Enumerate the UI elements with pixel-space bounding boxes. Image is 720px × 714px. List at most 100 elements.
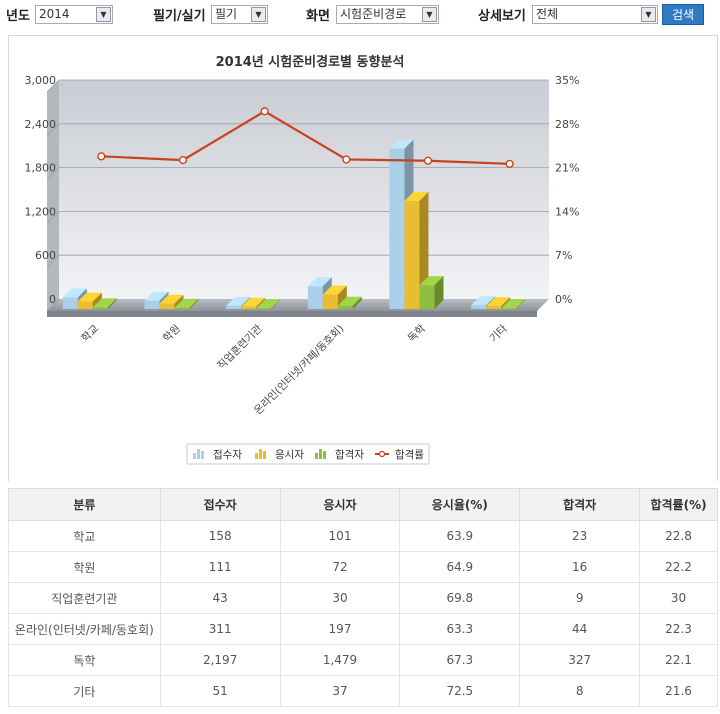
bar-side — [337, 285, 347, 309]
table-cell: 온라인(인터넷/카페/동호회) — [8, 613, 161, 645]
table-cell: 학교 — [8, 520, 161, 552]
bar — [322, 294, 338, 309]
table-cell: 9 — [519, 582, 641, 614]
table-cell: 8 — [519, 675, 641, 707]
chevron-down-icon[interactable]: ▼ — [96, 7, 111, 22]
bar-top — [62, 288, 87, 298]
line-point — [342, 155, 351, 164]
y-tick-label: 600 — [35, 249, 56, 262]
table-cell: 22.1 — [639, 644, 718, 676]
bars-group — [62, 139, 526, 309]
table-cell: 16 — [519, 551, 641, 583]
detail-label: 상세보기 — [478, 9, 526, 24]
table-cell: 23 — [519, 520, 641, 552]
table-cell: 63.3 — [399, 613, 521, 645]
table-cell: 직업훈련기관 — [8, 582, 161, 614]
bar — [92, 307, 108, 309]
x-tick-label: 학원 — [161, 323, 183, 345]
legend-swatch — [263, 451, 266, 459]
exam-type-select[interactable]: 필기 ▼ — [211, 5, 268, 24]
chevron-down-icon[interactable]: ▼ — [422, 7, 437, 22]
chevron-down-icon[interactable]: ▼ — [251, 7, 266, 22]
bar — [256, 308, 272, 309]
bar — [486, 306, 502, 309]
legend-swatch — [315, 453, 318, 459]
table-cell: 학원 — [8, 551, 161, 583]
y2-tick-label: 21% — [555, 162, 579, 175]
legend-marker — [378, 450, 386, 458]
screen-label: 화면 — [306, 9, 330, 24]
year-select[interactable]: 2014 ▼ — [35, 5, 113, 24]
chart-title: 2014년 시험준비경로별 동향분석 — [216, 54, 405, 70]
y2-tick-label: 35% — [555, 74, 579, 87]
bar-side — [501, 297, 511, 309]
year-value: 2014 — [39, 7, 70, 21]
bar — [389, 148, 405, 309]
bar-top — [322, 285, 347, 295]
table-cell: 21.6 — [639, 675, 718, 707]
y-tick-label: 0 — [49, 293, 56, 306]
legend-label: 합격률 — [395, 448, 424, 461]
bar-top — [159, 294, 184, 304]
bar-side — [189, 298, 199, 309]
legend-swatch — [319, 449, 322, 459]
bar — [241, 306, 257, 309]
bar-top — [226, 296, 251, 306]
legend-label: 접수자 — [213, 449, 242, 461]
bar-top — [501, 299, 526, 309]
bar-top — [144, 291, 169, 301]
bar — [62, 297, 78, 309]
bar — [159, 303, 175, 309]
legend-swatch — [259, 449, 262, 459]
detail-select[interactable]: 전체 ▼ — [532, 5, 658, 24]
plot-back-wall — [59, 80, 549, 299]
table-cell: 51 — [159, 675, 281, 707]
table-header-cell: 접수자 — [159, 488, 281, 521]
table-cell: 69.8 — [399, 582, 521, 614]
search-button[interactable]: 검색 — [662, 4, 704, 25]
bar — [307, 286, 323, 309]
bar-top — [241, 297, 266, 307]
bar-side — [352, 296, 362, 309]
table-cell: 64.9 — [399, 551, 521, 583]
bar-side — [174, 294, 184, 309]
gridline-side — [46, 211, 60, 224]
bar-top — [486, 297, 511, 307]
x-tick-label: 독학 — [406, 322, 428, 344]
y-tick-label: 1,200 — [25, 205, 57, 218]
y2-tick-label: 7% — [555, 249, 572, 262]
table-row: 직업훈련기관 43 30 69.8 9 30 — [8, 582, 718, 614]
table-cell: 311 — [159, 613, 281, 645]
bar-top — [77, 292, 102, 302]
bar — [501, 308, 517, 309]
table-cell: 독학 — [8, 644, 161, 676]
chevron-down-icon[interactable]: ▼ — [641, 7, 656, 22]
x-tick-label: 온라인(인터넷/카페/동호회) — [252, 323, 346, 417]
legend-swatch — [197, 449, 200, 459]
bar — [144, 300, 160, 309]
bar-top — [389, 139, 414, 149]
table-cell: 111 — [159, 551, 281, 583]
gridline-side — [46, 79, 60, 93]
table-cell: 22.3 — [639, 613, 718, 645]
x-tick-label: 직업훈련기관 — [215, 322, 265, 372]
screen-select[interactable]: 시험준비경로 ▼ — [336, 5, 439, 24]
table-cell: 197 — [279, 613, 401, 645]
table-cell: 72 — [279, 551, 401, 583]
bar — [226, 305, 242, 309]
table-cell: 30 — [279, 582, 401, 614]
gridline-side — [46, 298, 60, 312]
bar-top — [337, 296, 362, 306]
table-header-cell: 합격률(%) — [639, 488, 718, 521]
table-row: 학원 111 72 64.9 16 22.2 — [8, 551, 718, 583]
legend-swatch — [323, 451, 326, 459]
bar-side — [434, 276, 444, 309]
y-tick-label: 3,000 — [25, 74, 57, 87]
bar-side — [516, 299, 526, 309]
table-header-cell: 합격자 — [519, 488, 641, 521]
x-tick-label: 기타 — [488, 322, 510, 344]
legend-label: 합격자 — [335, 448, 364, 461]
table-cell: 327 — [519, 644, 641, 676]
bar — [419, 285, 435, 309]
table-header-cell: 응시율(%) — [399, 488, 521, 521]
